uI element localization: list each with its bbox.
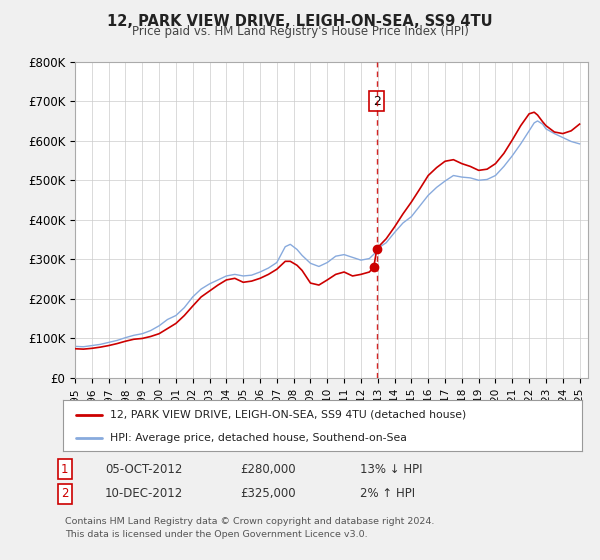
Text: 10-DEC-2012: 10-DEC-2012: [105, 487, 183, 501]
Text: 12, PARK VIEW DRIVE, LEIGH-ON-SEA, SS9 4TU (detached house): 12, PARK VIEW DRIVE, LEIGH-ON-SEA, SS9 4…: [110, 409, 466, 419]
Text: £280,000: £280,000: [240, 463, 296, 476]
Text: Price paid vs. HM Land Registry's House Price Index (HPI): Price paid vs. HM Land Registry's House …: [131, 25, 469, 38]
Text: 1: 1: [61, 463, 68, 476]
Text: 2% ↑ HPI: 2% ↑ HPI: [360, 487, 415, 501]
Text: 12, PARK VIEW DRIVE, LEIGH-ON-SEA, SS9 4TU: 12, PARK VIEW DRIVE, LEIGH-ON-SEA, SS9 4…: [107, 14, 493, 29]
Text: £325,000: £325,000: [240, 487, 296, 501]
Text: This data is licensed under the Open Government Licence v3.0.: This data is licensed under the Open Gov…: [65, 530, 367, 539]
Text: 2: 2: [373, 95, 380, 108]
Text: 2: 2: [61, 487, 68, 501]
Text: 05-OCT-2012: 05-OCT-2012: [105, 463, 182, 476]
Text: 13% ↓ HPI: 13% ↓ HPI: [360, 463, 422, 476]
Text: HPI: Average price, detached house, Southend-on-Sea: HPI: Average price, detached house, Sout…: [110, 433, 407, 443]
Text: Contains HM Land Registry data © Crown copyright and database right 2024.: Contains HM Land Registry data © Crown c…: [65, 517, 434, 526]
